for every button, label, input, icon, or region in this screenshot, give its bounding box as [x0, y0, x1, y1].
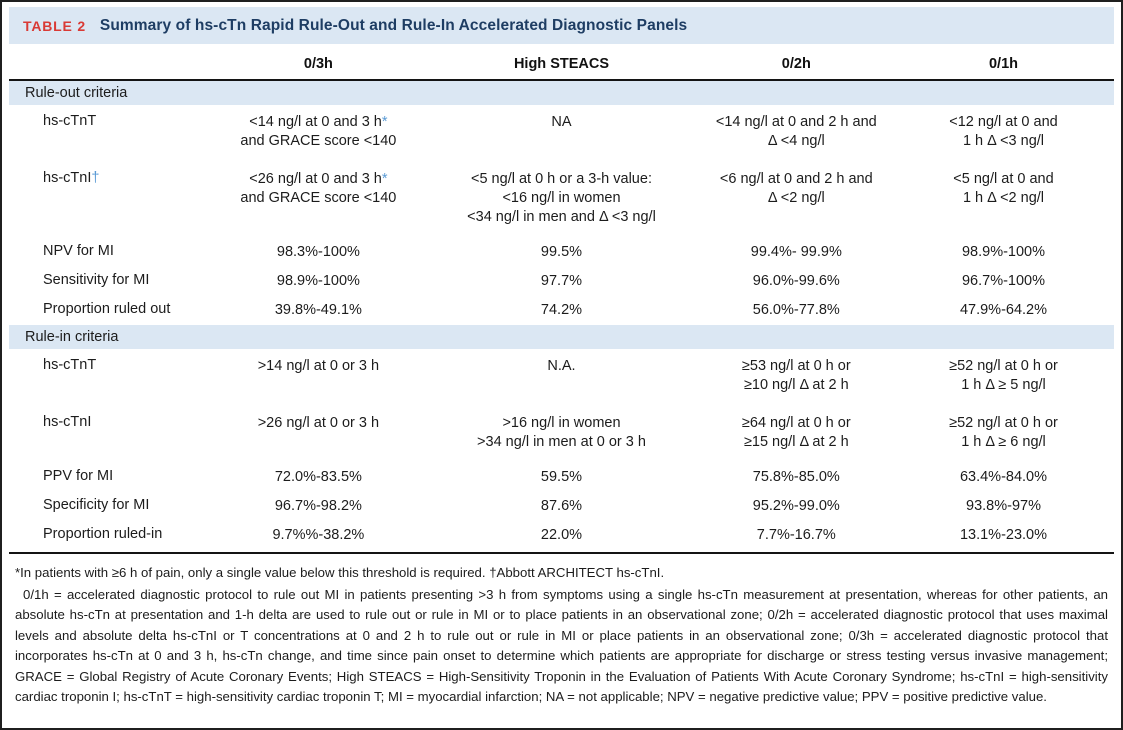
cell-03h: <26 ng/l at 0 and 3 h* and GRACE score <1… [240, 171, 397, 206]
cell-02h: 96.0%-99.6% [752, 273, 840, 289]
table-row: Specificity for MI 96.7%-98.2% 87.6% 95.2%-… [9, 492, 1114, 521]
cell-highsteacs: 97.7% [540, 273, 583, 289]
table-row: hs-cTnT <14 ng/l at 0 and 3 h* and GRACE s… [9, 105, 1114, 162]
table-row: Sensitivity for MI 98.9%-100% 97.7% 96.0%-9… [9, 267, 1114, 296]
cell-highsteacs: 74.2% [540, 302, 583, 318]
column-header-0-2h: 0/2h [699, 48, 893, 81]
table-body: Rule-out criteria hs-cTnT <14 ng/l at 0 an… [9, 80, 1114, 550]
section-header-row: Rule-out criteria [9, 80, 1114, 105]
cell-01h: ≥52 ng/l at 0 h or 1 h Δ ≥ 6 ng/l [949, 415, 1058, 450]
table-row: Proportion ruled-in 9.7%%-38.2% 22.0% 7.7%-… [9, 521, 1114, 550]
cell-highsteacs: NA [551, 114, 572, 130]
table-title: Summary of hs-cTn Rapid Rule-Out and Rul… [99, 16, 688, 34]
row-label: Proportion ruled-in [43, 526, 163, 542]
table-row: hs-cTnT >14 ng/l at 0 or 3 h N.A. ≥53 ng/l … [9, 349, 1114, 406]
section-header-row: Rule-in criteria [9, 325, 1114, 349]
cell-highsteacs: 87.6% [540, 498, 583, 514]
table-row: hs-cTnI >26 ng/l at 0 or 3 h >16 ng/l in w… [9, 406, 1114, 463]
cell-01h: 47.9%-64.2% [959, 302, 1048, 318]
cell-02h: 7.7%-16.7% [756, 527, 836, 543]
asterisk-marker: * [381, 171, 388, 187]
footnote-abbreviations: 0/1h = accelerated diagnostic protocol t… [15, 586, 1108, 705]
section-header-label: Rule-in criteria [9, 325, 1114, 349]
cell-02h: 95.2%-99.0% [752, 498, 840, 514]
cell-03h: 39.8%-49.1% [274, 302, 362, 318]
cell-03h: 72.0%-83.5% [274, 469, 362, 485]
column-header-blank [9, 48, 214, 81]
table-tag: TABLE 2 [23, 17, 86, 34]
cell-02h: 56.0%-77.8% [752, 302, 840, 318]
diagnostic-panels-table: 0/3h High STEACS 0/2h 0/1h Rule-out crit… [9, 48, 1114, 550]
cell-01h: 93.8%-97% [966, 498, 1041, 514]
cell-01h: <12 ng/l at 0 and 1 h Δ <3 ng/l [949, 114, 1058, 149]
cell-03h: >26 ng/l at 0 or 3 h [257, 415, 380, 431]
cell-02h: ≥64 ng/l at 0 h or ≥15 ng/l Δ at 2 h [741, 415, 851, 450]
table-row: Proportion ruled out 39.8%-49.1% 74.2% 56.0… [9, 296, 1114, 325]
cell-01h: 63.4%-84.0% [959, 469, 1048, 485]
row-label: hs-cTnI† [43, 170, 100, 186]
row-label: hs-cTnI [43, 414, 92, 430]
cell-01h: ≥52 ng/l at 0 h or 1 h Δ ≥ 5 ng/l [949, 358, 1058, 393]
cell-02h: ≥53 ng/l at 0 h or ≥10 ng/l Δ at 2 h [741, 358, 851, 393]
footnote-divider [9, 552, 1114, 554]
cell-01h: 13.1%-23.0% [959, 527, 1048, 543]
cell-highsteacs: <5 ng/l at 0 h or a 3-h value: <16 ng/l i… [467, 171, 656, 225]
cell-03h: 9.7%%-38.2% [272, 527, 365, 543]
cell-02h: <14 ng/l at 0 and 2 h and Δ <4 ng/l [715, 114, 877, 149]
cell-highsteacs: N.A. [547, 358, 576, 374]
cell-03h: <14 ng/l at 0 and 3 h* and GRACE score <1… [240, 114, 397, 149]
cell-03h: 96.7%-98.2% [274, 498, 362, 514]
cell-01h: 98.9%-100% [961, 244, 1045, 260]
row-label: NPV for MI [43, 243, 114, 259]
row-label: Specificity for MI [43, 497, 150, 513]
section-header-label: Rule-out criteria [9, 80, 1114, 105]
cell-highsteacs: 59.5% [540, 469, 583, 485]
cell-02h: 99.4%- 99.9% [750, 244, 842, 260]
row-label: Proportion ruled out [43, 301, 171, 317]
cell-highsteacs: >16 ng/l in women >34 ng/l in men at 0 or… [477, 415, 646, 450]
table-title-band: TABLE 2 Summary of hs-cTn Rapid Rule-Out… [9, 7, 1114, 44]
cell-01h: <5 ng/l at 0 and 1 h Δ <2 ng/l [953, 171, 1054, 206]
asterisk-marker: * [381, 114, 388, 130]
table-row: NPV for MI 98.3%-100% 99.5% 99.4%- 99.9% 98.… [9, 238, 1114, 267]
dagger-marker: † [91, 170, 100, 186]
cell-02h: <6 ng/l at 0 and 2 h and Δ <2 ng/l [719, 171, 873, 206]
cell-03h: >14 ng/l at 0 or 3 h [257, 358, 380, 374]
cell-highsteacs: 99.5% [540, 244, 583, 260]
column-header-high-steacs: High STEACS [423, 48, 700, 81]
column-header-0-1h: 0/1h [892, 48, 1114, 81]
cell-03h: 98.3%-100% [276, 244, 360, 260]
column-header-row: 0/3h High STEACS 0/2h 0/1h [9, 48, 1114, 81]
row-label: PPV for MI [43, 468, 114, 484]
cell-highsteacs: 22.0% [540, 527, 583, 543]
table-row: PPV for MI 72.0%-83.5% 59.5% 75.8%-85.0% 63.… [9, 463, 1114, 492]
footnotes: *In patients with ≥6 h of pain, only a s… [9, 554, 1114, 708]
table-row: hs-cTnI† <26 ng/l at 0 and 3 h* and GRACE … [9, 162, 1114, 238]
cell-01h: 96.7%-100% [961, 273, 1045, 289]
cell-03h: 98.9%-100% [276, 273, 360, 289]
footnote-symbols: *In patients with ≥6 h of pain, only a s… [15, 565, 665, 580]
row-label: Sensitivity for MI [43, 272, 150, 288]
row-label: hs-cTnT [43, 357, 97, 373]
row-label: hs-cTnT [43, 113, 97, 129]
column-header-0-3h: 0/3h [213, 48, 424, 81]
cell-02h: 75.8%-85.0% [752, 469, 840, 485]
